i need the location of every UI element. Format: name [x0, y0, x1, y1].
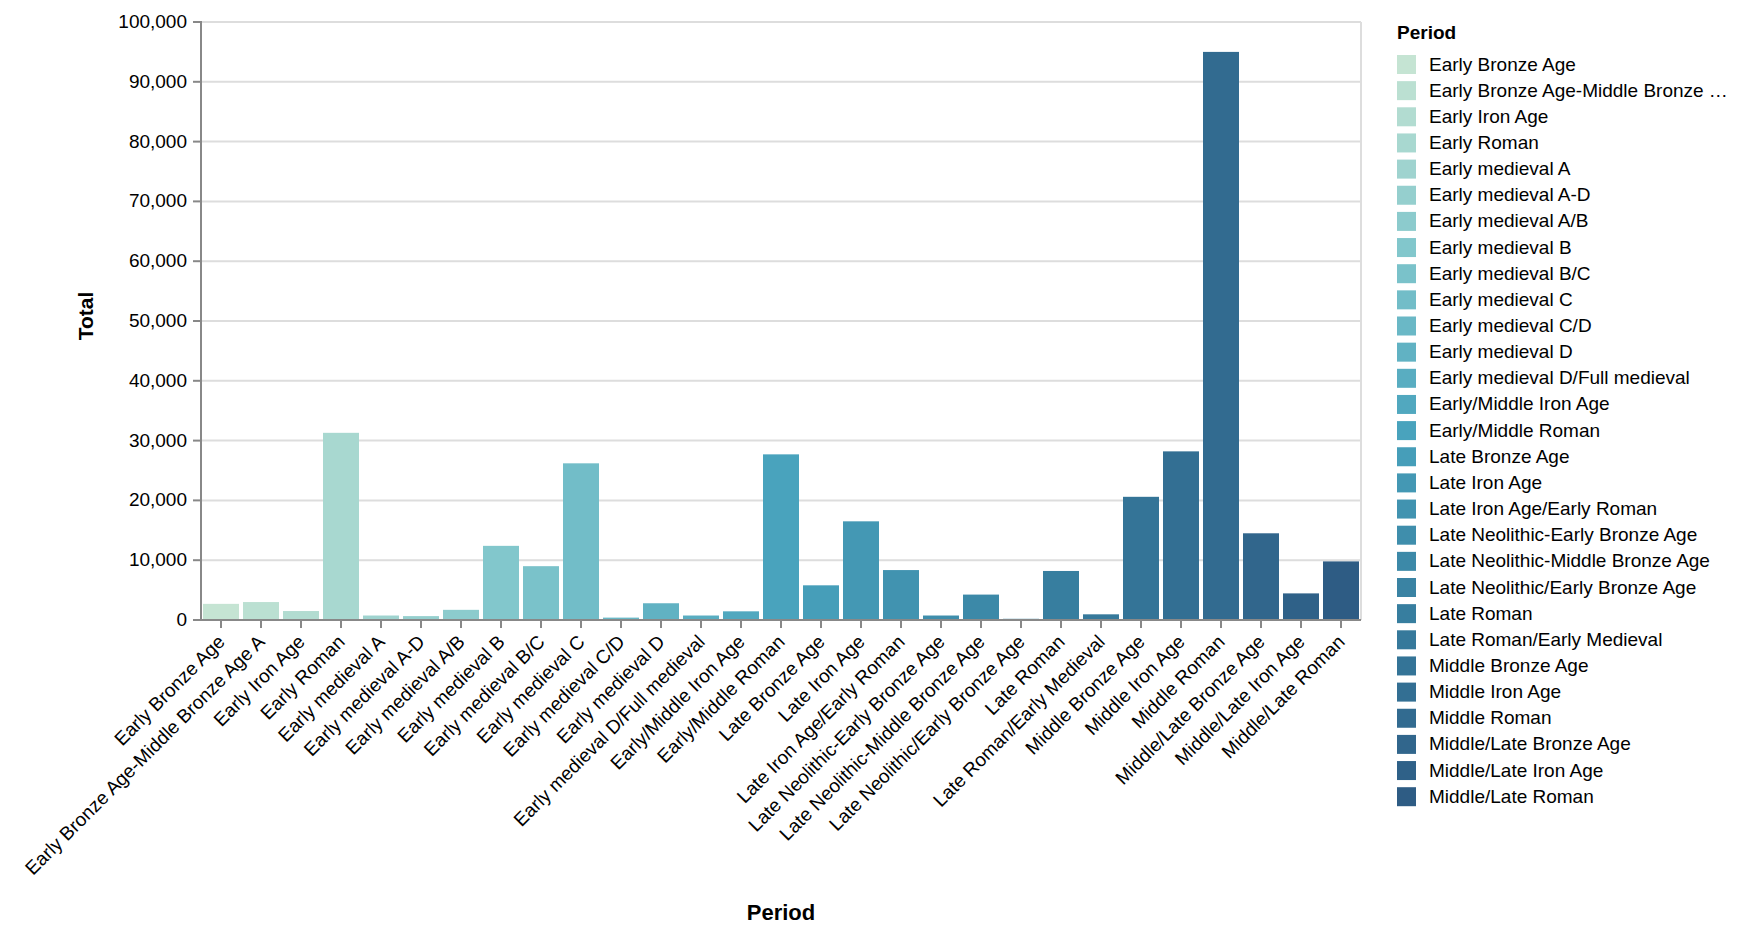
legend-label: Early medieval C/D [1429, 315, 1592, 336]
y-tick-label: 100,000 [118, 11, 187, 32]
bar-early-medieval-c [563, 463, 599, 620]
legend-swatch [1397, 55, 1416, 74]
legend: Period Early Bronze Age Early Bronze Age-… [1397, 22, 1728, 807]
bar-early-bronze-age-middle-bronze-age-a [243, 602, 279, 620]
y-tick-label: 50,000 [129, 310, 187, 331]
y-tick-label: 0 [176, 609, 187, 630]
bar-middle-late-iron-age [1283, 593, 1319, 620]
legend-swatch [1397, 447, 1416, 466]
legend-label: Late Iron Age [1429, 472, 1542, 493]
y-tick-label: 30,000 [129, 430, 187, 451]
legend-label: Early Iron Age [1429, 106, 1548, 127]
legend-label: Early medieval C [1429, 289, 1573, 310]
bar-early-medieval-b-c [523, 566, 559, 620]
bar-late-bronze-age [803, 585, 839, 620]
legend-label: Middle/Late Iron Age [1429, 760, 1603, 781]
legend-swatch [1397, 604, 1416, 623]
legend-label: Early medieval D/Full medieval [1429, 367, 1690, 388]
legend-swatch [1397, 317, 1416, 336]
legend-swatch [1397, 369, 1416, 388]
legend-swatch [1397, 473, 1416, 492]
x-tick-label: Early Bronze Age-Middle Bronze Age A [21, 631, 269, 879]
bar-early-medieval-a-b [443, 610, 479, 620]
legend-swatch [1397, 630, 1416, 649]
legend-label: Early/Middle Roman [1429, 420, 1600, 441]
legend-swatch [1397, 500, 1416, 519]
bar-early-bronze-age [203, 604, 239, 620]
legend-swatch [1397, 421, 1416, 440]
bar-early-roman [323, 433, 359, 620]
legend-swatch [1397, 735, 1416, 754]
legend-swatch [1397, 212, 1416, 231]
legend-swatch [1397, 761, 1416, 780]
legend-swatch [1397, 552, 1416, 571]
legend-title: Period [1397, 22, 1456, 43]
legend-swatch [1397, 656, 1416, 675]
legend-swatch [1397, 709, 1416, 728]
legend-swatch [1397, 578, 1416, 597]
bar-late-iron-age [843, 521, 879, 620]
legend-label: Middle Roman [1429, 707, 1552, 728]
legend-swatch [1397, 787, 1416, 806]
y-tick-label: 40,000 [129, 370, 187, 391]
legend-label: Early medieval D [1429, 341, 1573, 362]
legend-label: Early Bronze Age [1429, 54, 1576, 75]
legend-swatch [1397, 107, 1416, 126]
legend-label: Late Neolithic/Early Bronze Age [1429, 577, 1696, 598]
bar-early-medieval-d [643, 603, 679, 620]
bar-middle-late-bronze-age [1243, 533, 1279, 620]
legend-label: Middle Iron Age [1429, 681, 1561, 702]
legend-swatch [1397, 238, 1416, 257]
x-axis-title: Period [747, 900, 815, 925]
legend-label: Late Roman [1429, 603, 1533, 624]
legend-label: Early medieval B/C [1429, 263, 1591, 284]
legend-label: Early Roman [1429, 132, 1539, 153]
legend-label: Early/Middle Iron Age [1429, 393, 1610, 414]
legend-label: Middle/Late Bronze Age [1429, 733, 1631, 754]
legend-swatch [1397, 81, 1416, 100]
legend-label: Middle Bronze Age [1429, 655, 1589, 676]
legend-swatch [1397, 186, 1416, 205]
y-tick-label: 10,000 [129, 549, 187, 570]
bar-early-middle-roman [763, 454, 799, 620]
legend-label: Early medieval A [1429, 158, 1571, 179]
legend-swatch [1397, 526, 1416, 545]
legend-label: Early medieval B [1429, 237, 1572, 258]
y-axis-title: Total [74, 292, 97, 341]
bar-middle-late-roman [1323, 561, 1359, 620]
legend-label: Late Iron Age/Early Roman [1429, 498, 1657, 519]
legend-swatch [1397, 395, 1416, 414]
bar-early-middle-iron-age [723, 611, 759, 620]
legend-swatch [1397, 343, 1416, 362]
bar-middle-bronze-age [1123, 497, 1159, 620]
y-tick-label: 90,000 [129, 71, 187, 92]
bars [203, 52, 1359, 620]
bar-chart: 0 10,000 20,000 30,000 40,000 50,000 60,000 70,… [0, 0, 1754, 936]
y-tick-label: 20,000 [129, 489, 187, 510]
legend-swatch [1397, 290, 1416, 309]
legend-swatch [1397, 683, 1416, 702]
bar-middle-roman [1203, 52, 1239, 620]
bar-late-iron-age-early-roman [883, 570, 919, 620]
bar-late-roman [1043, 571, 1079, 620]
bar-early-medieval-b [483, 546, 519, 620]
legend-label: Late Bronze Age [1429, 446, 1570, 467]
legend-label: Early medieval A/B [1429, 210, 1588, 231]
legend-label: Late Neolithic-Middle Bronze Age [1429, 550, 1710, 571]
bar-middle-iron-age [1163, 451, 1199, 620]
legend-swatch [1397, 264, 1416, 283]
bar-late-neolithic-middle-bronze-age [963, 595, 999, 620]
bar-early-iron-age [283, 611, 319, 620]
legend-label: Early Bronze Age-Middle Bronze … [1429, 80, 1728, 101]
legend-swatch [1397, 160, 1416, 179]
y-tick-label: 60,000 [129, 250, 187, 271]
y-tick-label: 80,000 [129, 131, 187, 152]
legend-label: Late Roman/Early Medieval [1429, 629, 1662, 650]
legend-label: Early medieval A-D [1429, 184, 1591, 205]
legend-swatch [1397, 133, 1416, 152]
y-tick-label: 70,000 [129, 190, 187, 211]
legend-label: Middle/Late Roman [1429, 786, 1594, 807]
legend-label: Late Neolithic-Early Bronze Age [1429, 524, 1697, 545]
